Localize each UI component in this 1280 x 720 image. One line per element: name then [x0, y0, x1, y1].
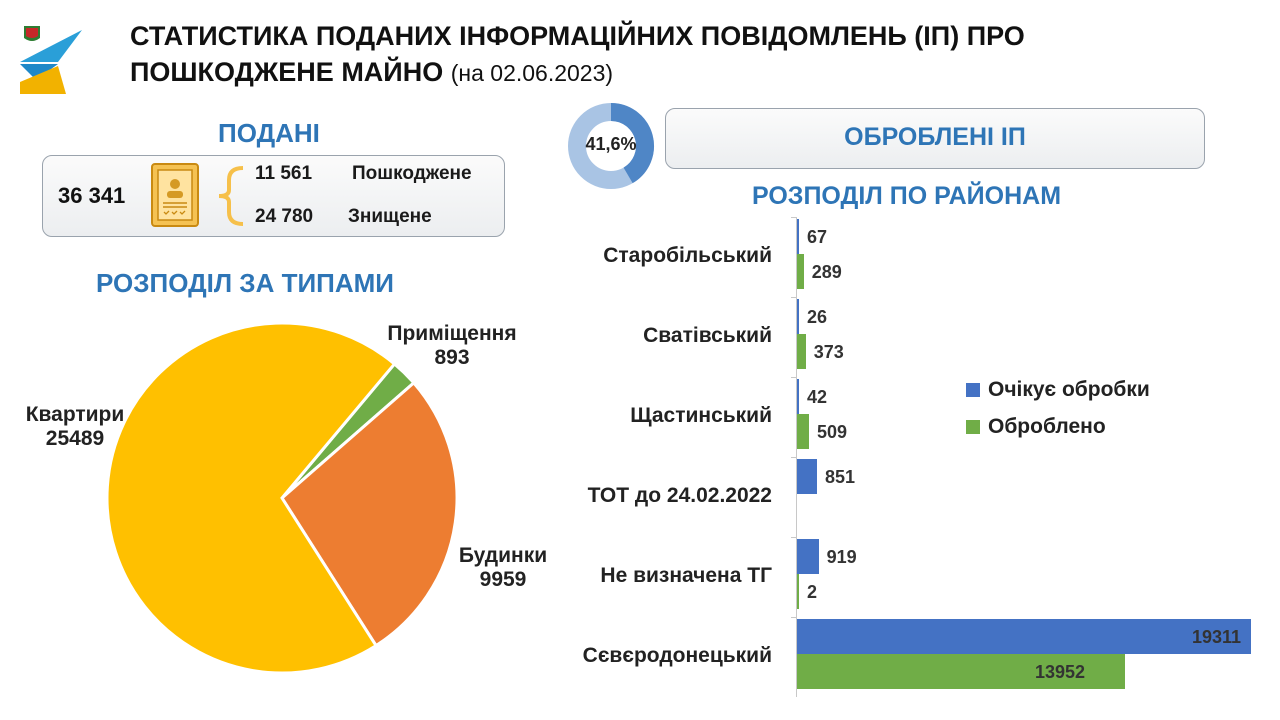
bar-svativskyi-processed: [797, 334, 806, 369]
bar-axis-tick: [791, 617, 797, 618]
bar-starobilskyi-processed: [797, 254, 804, 289]
bar-sievierodonetskyi-pending: [797, 619, 1251, 654]
page-title: СТАТИСТИКА ПОДАНИХ ІНФОРМАЦІЙНИХ ПОВІДОМ…: [130, 18, 1025, 91]
damaged-label: Пошкоджене: [352, 163, 472, 184]
pie-label-apartments-name: Квартири: [25, 403, 125, 426]
destroyed-label: Знищене: [348, 206, 432, 227]
bar-value-shchastynskyi-processed: 509: [816, 422, 847, 442]
title-line-1: СТАТИСТИКА ПОДАНИХ ІНФОРМАЦІЙНИХ ПОВІДОМ…: [130, 21, 1025, 51]
bar-legend: Очікує обробки Оброблено: [966, 378, 1150, 439]
submitted-box: 36 341 11 561 Пошкоджене 24 780 Знищене: [42, 155, 505, 237]
bar-value-sievierodonetskyi-processed: 13952: [1034, 662, 1085, 682]
bar-value-svativskyi-processed: 373: [813, 342, 844, 362]
bar-value-undefined-tg-pending: 919: [826, 547, 857, 567]
document-icon: [150, 162, 200, 228]
bar-starobilskyi-pending: [797, 219, 799, 254]
bar-value-svativskyi-pending: 26: [807, 307, 828, 327]
pie-label-houses-value: 9959: [479, 568, 527, 591]
bar-category-tot: ТОТ до 24.02.2022: [587, 484, 772, 507]
bar-category-undefined-tg: Не визначена ТГ: [600, 564, 772, 587]
bar-svativskyi-pending: [797, 299, 799, 334]
title-line-2: ПОШКОДЖЕНЕ МАЙНО: [130, 57, 444, 87]
bar-axis-tick: [791, 377, 797, 378]
bar-value-shchastynskyi-pending: 42: [807, 387, 828, 407]
bar-value-sievierodonetskyi-pending: 19311: [1191, 627, 1241, 647]
bar-shchastynskyi-processed: [797, 414, 809, 449]
bar-undefined-tg-pending: [797, 539, 819, 574]
pie-label-premises-value: 893: [434, 346, 470, 369]
legend-swatch-pending: [966, 383, 980, 397]
pie-label-premises-name: Приміщення: [387, 322, 517, 345]
bar-value-undefined-tg-processed: 2: [807, 582, 818, 602]
pie-label-apartments-value: 25489: [45, 427, 105, 450]
damaged-value: 11 561: [255, 163, 313, 184]
processed-box: ОБРОБЛЕНІ ІП: [665, 108, 1205, 169]
pie-label-houses-name: Будинки: [458, 544, 548, 567]
legend-item-pending: Очікує обробки: [966, 378, 1150, 402]
bar-chart-title: РОЗПОДІЛ ПО РАЙОНАМ: [752, 182, 1062, 210]
pie-slice-houses: [280, 380, 459, 648]
processed-percent: 41,6%: [585, 134, 637, 154]
bar-tot-pending: [797, 459, 817, 494]
bar-category-sievierodonetskyi: Сєвєродонецький: [582, 644, 772, 667]
legend-item-processed: Оброблено: [966, 415, 1150, 439]
bar-value-starobilskyi-pending: 67: [807, 227, 828, 247]
bar-category-starobilskyi: Старобільський: [603, 244, 772, 267]
submitted-total: 36 341: [58, 183, 126, 208]
pie-chart: [105, 321, 459, 675]
processed-donut: 41,6%: [566, 101, 656, 191]
bar-value-tot-pending: 851: [825, 467, 856, 487]
bar-axis-tick: [791, 297, 797, 298]
bar-category-svativskyi: Сватівський: [643, 324, 772, 347]
bar-value-starobilskyi-processed: 289: [811, 262, 842, 282]
pie-title: РОЗПОДІЛ ЗА ТИПАМИ: [96, 268, 394, 298]
bar-axis-tick: [791, 217, 797, 218]
legend-label-processed: Оброблено: [988, 415, 1106, 438]
bar-undefined-tg-processed: [797, 574, 799, 609]
organization-logo: [18, 22, 84, 94]
pie-label-apartments: Квартири 25489: [15, 403, 135, 451]
bar-shchastynskyi-pending: [797, 379, 799, 414]
donut-processed-arc: [610, 103, 654, 184]
bar-axis-tick: [791, 537, 797, 538]
bar-category-shchastynskyi: Щастинський: [630, 404, 772, 427]
destroyed-value: 24 780: [255, 206, 314, 227]
date-note: (на 02.06.2023): [450, 60, 614, 86]
pie-label-houses: Будинки 9959: [448, 544, 558, 592]
legend-label-pending: Очікує обробки: [988, 378, 1150, 401]
pie-slice-apartments: [105, 321, 397, 675]
bar-axis-tick: [791, 457, 797, 458]
processed-heading: ОБРОБЛЕНІ ІП: [844, 123, 1026, 151]
bar-sievierodonetskyi-processed: [797, 654, 1125, 689]
legend-swatch-processed: [966, 420, 980, 434]
submitted-heading: ПОДАНІ: [218, 118, 320, 148]
pie-label-premises: Приміщення 893: [377, 322, 527, 370]
bracket-icon: [213, 164, 247, 228]
